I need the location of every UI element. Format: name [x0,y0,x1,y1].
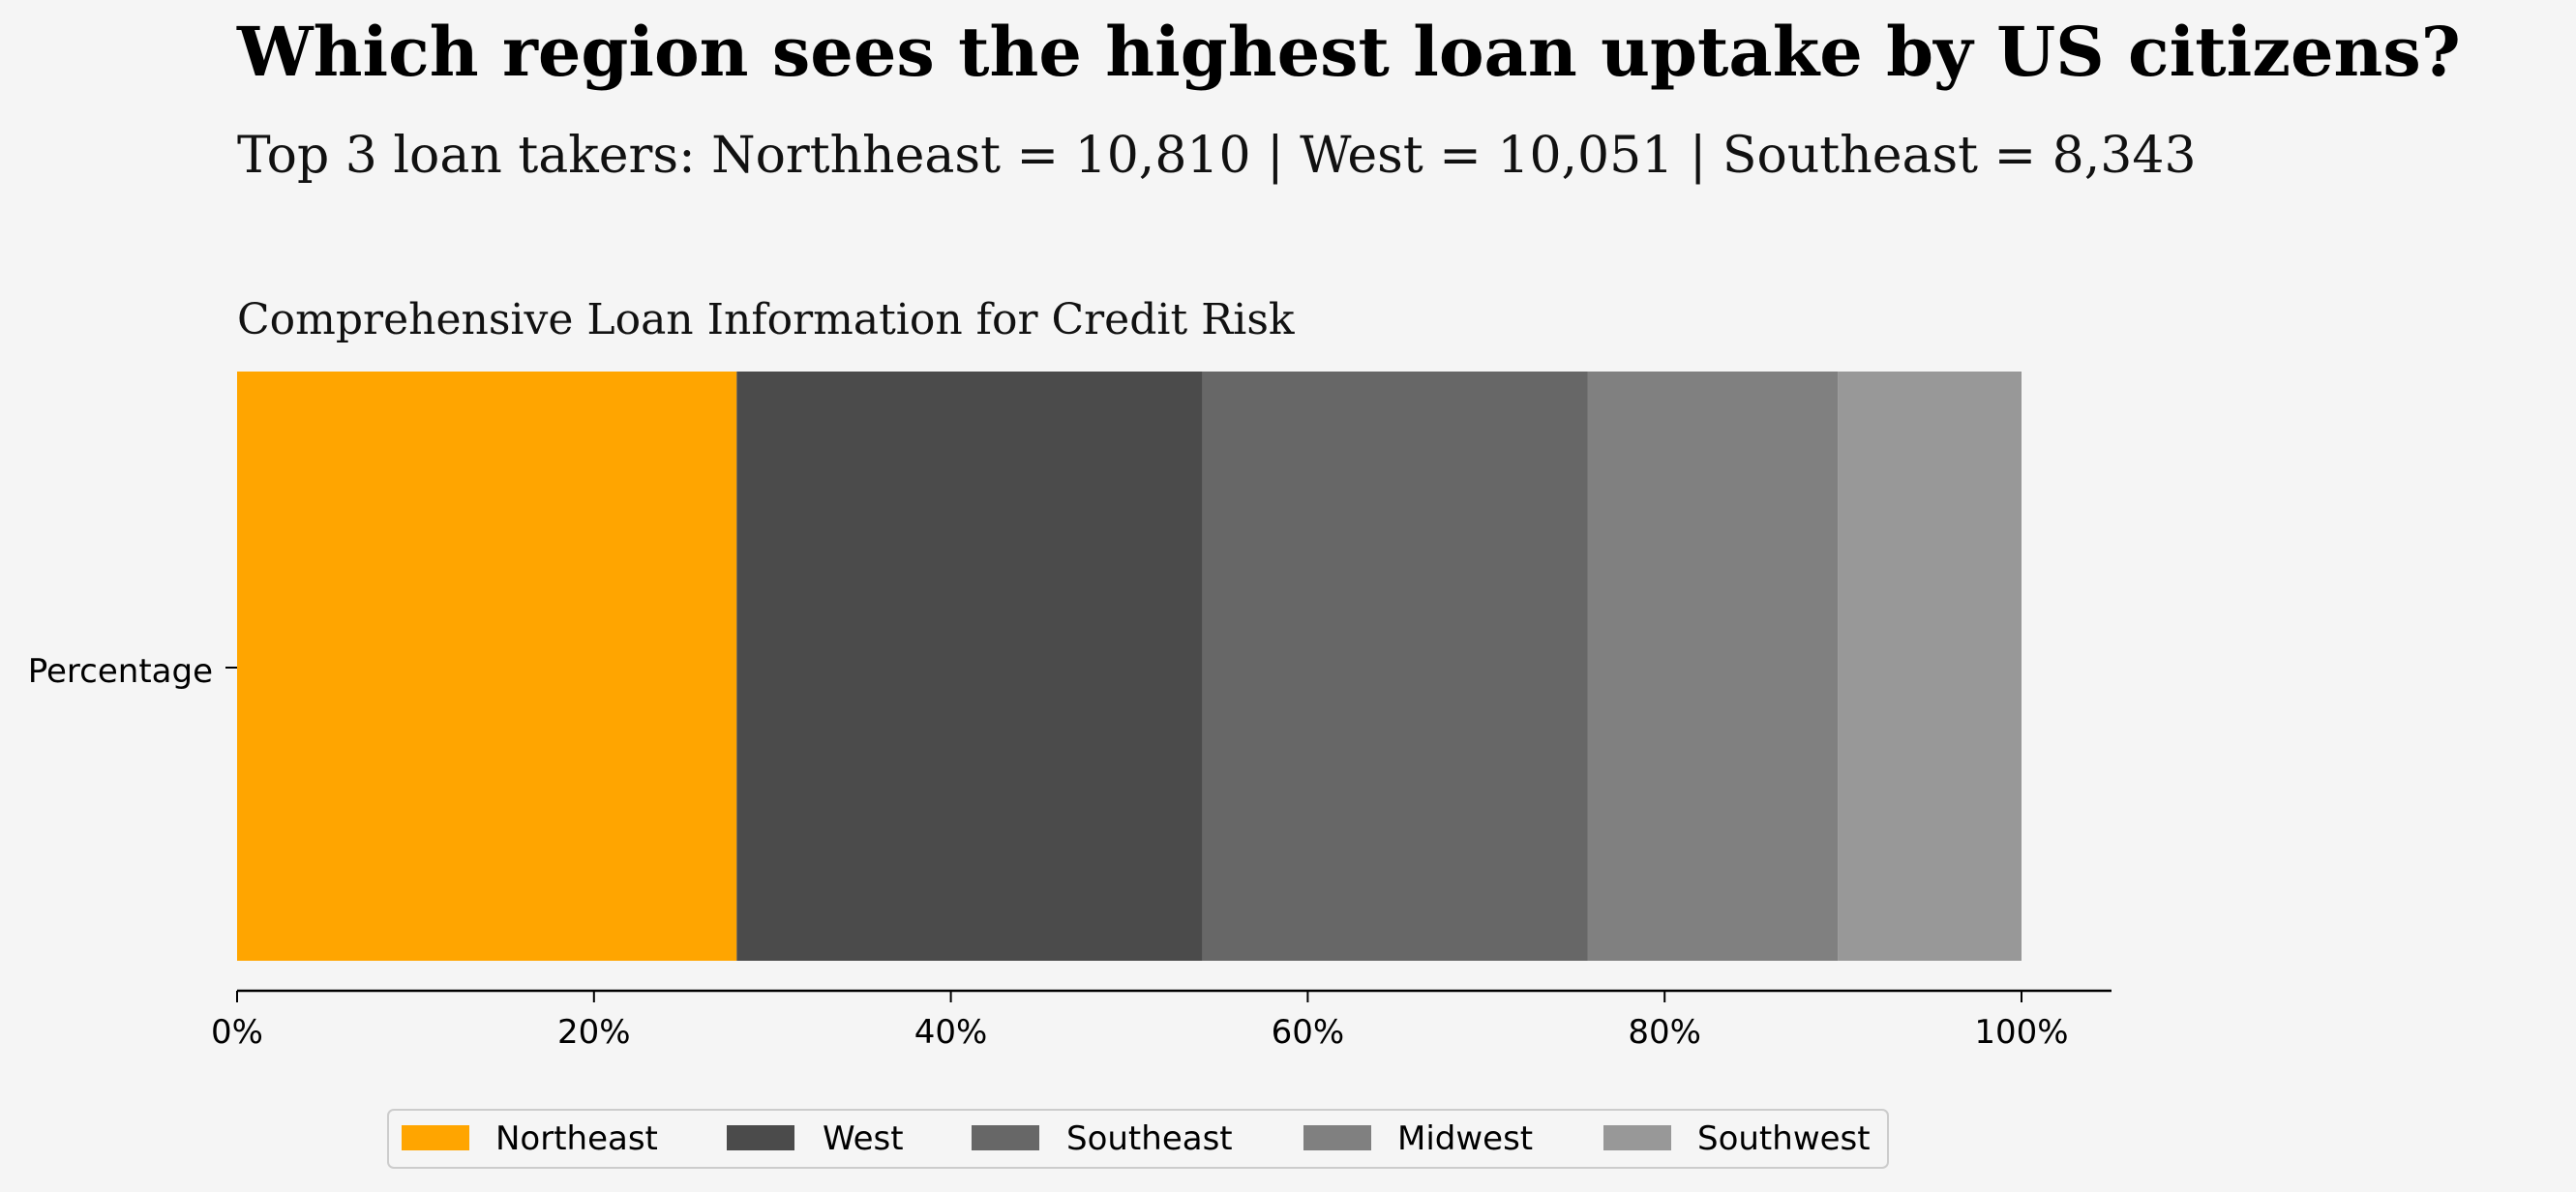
legend-label-northeast: Northeast [495,1119,658,1158]
bar-northeast [237,372,737,961]
legend-label-southwest: Southwest [1697,1119,1871,1158]
legend-swatch-southwest [1603,1125,1671,1150]
legend-items-group: Northeast West Southeast Midwest Southwest [402,1119,1871,1158]
x-tick-label: 60% [1272,1013,1345,1052]
bar-southeast [1202,372,1588,961]
x-tick-label: 100% [1974,1013,2068,1052]
x-axis: 0% 20% 40% 60% 80% 100% [211,989,2112,1052]
legend-swatch-west [727,1125,794,1150]
legend-swatch-southeast [972,1125,1039,1150]
x-tick-label: 0% [211,1013,263,1052]
y-tick-label: Percentage [28,652,213,691]
x-tick-label: 20% [557,1013,631,1052]
legend-frame [387,1109,1889,1169]
legend-swatch-midwest [1303,1125,1371,1150]
bar-west [736,372,1203,961]
legend-swatch-northeast [402,1125,469,1150]
bar-series-group [237,372,2022,961]
chart-title: Comprehensive Loan Information for Credi… [237,295,1295,344]
y-axis: Percentage [28,652,237,691]
legend-label-west: West [823,1119,904,1158]
legend-label-midwest: Midwest [1397,1119,1533,1158]
main-title: Which region sees the highest loan uptak… [236,12,2461,92]
x-tick-label: 80% [1628,1013,1701,1052]
bar-southwest [1838,372,2022,961]
legend-label-southeast: Southeast [1066,1119,1233,1158]
subtitle: Top 3 loan takers: Northheast = 10,810 |… [237,127,2197,185]
legend: Northeast West Southeast Midwest Southwest [387,1109,1889,1169]
x-ticks-group: 0% 20% 40% 60% 80% 100% [211,991,2069,1052]
x-tick-label: 40% [914,1013,988,1052]
bar-midwest [1587,372,1839,961]
